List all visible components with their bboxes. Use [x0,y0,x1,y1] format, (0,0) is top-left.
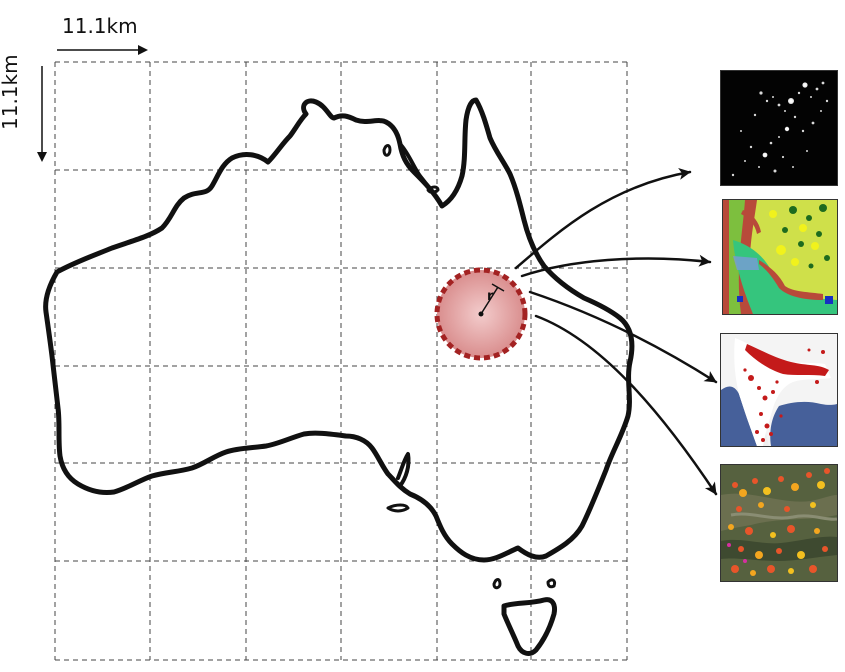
arrow-to-thumbnail-4 [534,314,718,496]
satellite-fire-hotspot-image [720,464,838,582]
connector-arrows [514,167,718,496]
radius-marker: r [434,267,528,361]
dashed-grid [54,61,628,661]
australia-outline [43,97,635,590]
horizontal-scale-label: 11.1km [62,14,138,38]
arrow-to-thumbnail-3 [528,290,718,384]
night-lights-image [720,70,838,186]
arrow-to-thumbnail-2 [520,254,712,278]
center-point [478,311,484,317]
population-density-india-image [720,333,838,447]
tasmania-outline [501,597,557,656]
radius-line [480,286,499,315]
radius-label: r [487,289,494,304]
arrow-to-thumbnail-1 [514,167,692,270]
land-cover-map-image [722,199,838,315]
